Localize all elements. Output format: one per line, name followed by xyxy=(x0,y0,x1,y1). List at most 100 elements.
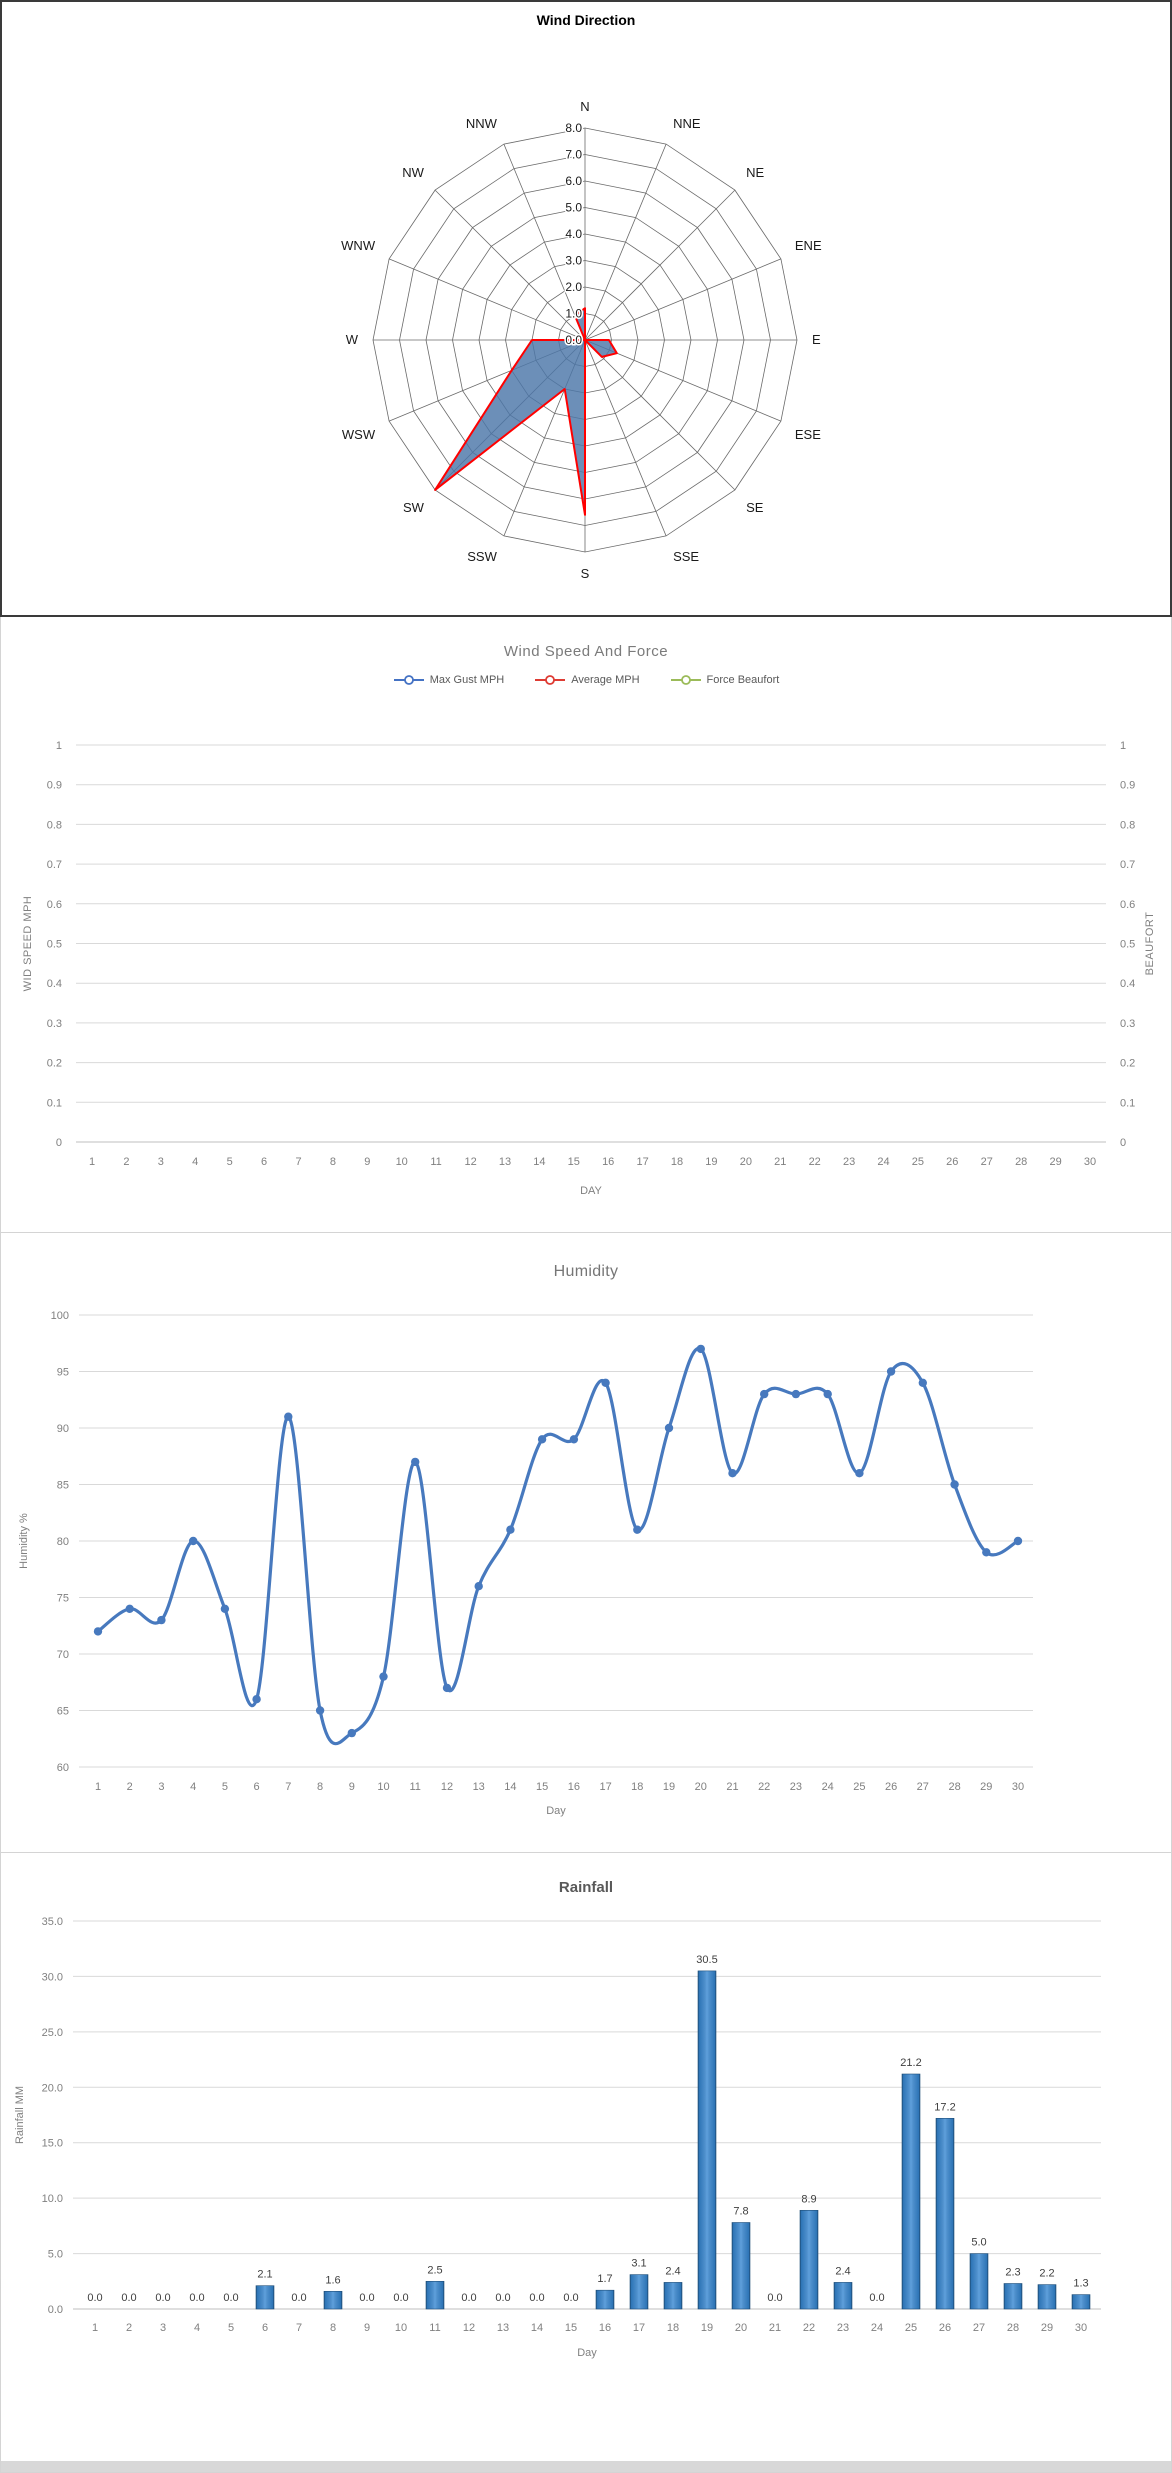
bar-value-label: 2.3 xyxy=(1005,2267,1020,2279)
y-tick: 90 xyxy=(57,1423,69,1435)
x-tick: 16 xyxy=(599,2322,611,2334)
x-tick: 5 xyxy=(227,1156,233,1168)
humidity-point xyxy=(157,1615,166,1625)
x-tick: 9 xyxy=(364,2322,370,2334)
x-tick: 17 xyxy=(599,1781,611,1793)
bar-value-label: 0.0 xyxy=(121,2292,136,2304)
x-tick: 28 xyxy=(1015,1156,1027,1168)
y-axis-title-left: WID SPEED MPH xyxy=(22,896,34,992)
y-tick-right: 0.8 xyxy=(1120,819,1135,831)
bar-value-label: 17.2 xyxy=(934,2101,955,2113)
x-tick: 26 xyxy=(946,1156,958,1168)
x-tick: 8 xyxy=(330,2322,336,2334)
radar-spoke xyxy=(434,189,586,341)
legend-circle xyxy=(403,675,414,685)
wind-direction-title: Wind Direction xyxy=(536,12,636,28)
radar-direction-label: NE xyxy=(746,165,764,180)
x-tick: 14 xyxy=(504,1781,516,1793)
radar-axis-tick: 2.0 xyxy=(565,280,582,294)
x-tick: 29 xyxy=(1041,2322,1053,2334)
bar-value-label: 0.0 xyxy=(495,2292,510,2304)
radar-axis-tick: 5.0 xyxy=(565,201,582,215)
radar-direction-label: WNW xyxy=(341,238,376,253)
radar-spoke xyxy=(584,258,782,341)
radar-axis-tick: 7.0 xyxy=(565,148,582,162)
wind-speed-axes-chart: 1 10.9 0.90.8 0.80.7 0.70.6 0.60.5 0.50.4 0.40.… xyxy=(22,740,1156,1197)
y-tick: 100 xyxy=(51,1310,69,1322)
wind-speed-legend: Max Gust MPH Average MPH Force Beaufort xyxy=(1,674,1171,686)
x-tick: 15 xyxy=(565,2322,577,2334)
x-tick: 17 xyxy=(636,1156,648,1168)
bar-value-label: 1.7 xyxy=(597,2273,612,2285)
humidity-point xyxy=(93,1627,103,1636)
y-tick-right: 0 xyxy=(1120,1137,1126,1149)
radar-spoke xyxy=(584,339,736,491)
x-tick: 11 xyxy=(409,1781,420,1793)
x-tick: 14 xyxy=(531,2322,543,2334)
x-tick: 4 xyxy=(192,1156,198,1168)
legend-marker-force-beaufort xyxy=(670,675,701,685)
radar-direction-label: NW xyxy=(402,165,424,180)
bar-value-label: 0.0 xyxy=(563,2292,578,2304)
x-tick: 7 xyxy=(295,1156,301,1168)
x-tick: 23 xyxy=(843,1156,855,1168)
x-tick: 20 xyxy=(695,1781,707,1793)
y-tick: 10.0 xyxy=(42,2193,63,2205)
legend-circle xyxy=(545,675,556,685)
radar-direction-label: SSW xyxy=(467,549,497,564)
radar-spoke xyxy=(584,143,667,341)
radar-direction-label: WSW xyxy=(342,427,376,442)
rainfall-bar xyxy=(255,2285,275,2310)
x-tick: 25 xyxy=(853,1781,865,1793)
rainfall-bar xyxy=(697,1970,717,2310)
y-tick: 15.0 xyxy=(42,2138,63,2150)
bar-value-label: 0.0 xyxy=(291,2292,306,2304)
x-tick: 3 xyxy=(158,1781,164,1793)
humidity-point xyxy=(855,1469,864,1478)
bar-value-label: 0.0 xyxy=(529,2292,544,2304)
radar-axis-tick: 4.0 xyxy=(565,227,582,241)
humidity-point xyxy=(474,1582,483,1591)
rainfall-bar xyxy=(663,2282,683,2310)
legend-label-force-beaufort: Force Beaufort xyxy=(706,674,780,686)
radar-axis-tick: 1.0 xyxy=(565,307,582,321)
y-tick: 85 xyxy=(57,1480,69,1492)
humidity-point xyxy=(1013,1536,1023,1546)
x-tick: 5 xyxy=(222,1781,228,1793)
x-tick: 19 xyxy=(663,1781,675,1793)
x-tick: 18 xyxy=(671,1156,683,1168)
x-tick: 16 xyxy=(602,1156,614,1168)
x-tick: 10 xyxy=(395,2322,407,2334)
humidity-panel: 60 65 70 75 80 85 90 95 100 1 2 3 4 5 6 7 8 9 10 11 12 13 14 15… xyxy=(0,1233,1172,1853)
x-tick: 24 xyxy=(822,1781,834,1793)
x-tick: 29 xyxy=(980,1781,992,1793)
bar-value-label: 0.0 xyxy=(393,2292,408,2304)
x-tick: 25 xyxy=(905,2322,917,2334)
x-tick: 16 xyxy=(568,1781,580,1793)
y-tick-right: 1 xyxy=(1120,740,1126,752)
y-tick: 80 xyxy=(57,1536,69,1548)
y-tick: 70 xyxy=(57,1649,69,1661)
x-tick: 19 xyxy=(701,2322,713,2334)
radar-axis-tick: 6.0 xyxy=(565,174,582,188)
wind-speed-panel: 1 1 0.9 0.9 0.8 0.8 0.7 0.7 0.6 0.6 0.5 0.5 0.4 0.4 0.… xyxy=(0,617,1172,1233)
x-tick: 22 xyxy=(803,2322,815,2334)
x-tick: 22 xyxy=(809,1156,821,1168)
radar-direction-label: N xyxy=(580,99,589,114)
x-tick: 7 xyxy=(285,1781,291,1793)
x-tick: 5 xyxy=(228,2322,234,2334)
y-axis-title: Humidity % xyxy=(18,1513,30,1569)
bar-value-label: 3.1 xyxy=(631,2258,646,2270)
bar-value-label: 0.0 xyxy=(87,2292,102,2304)
bar-value-label: 8.9 xyxy=(801,2193,816,2205)
x-tick: 27 xyxy=(917,1781,929,1793)
rainfall-bars xyxy=(255,1970,1091,2310)
bar-value-label: 5.0 xyxy=(971,2237,986,2249)
humidity-point xyxy=(696,1344,705,1354)
y-tick-right: 0.2 xyxy=(1120,1058,1135,1070)
x-tick: 15 xyxy=(568,1156,580,1168)
x-tick: 2 xyxy=(123,1156,129,1168)
x-tick: 6 xyxy=(261,1156,267,1168)
